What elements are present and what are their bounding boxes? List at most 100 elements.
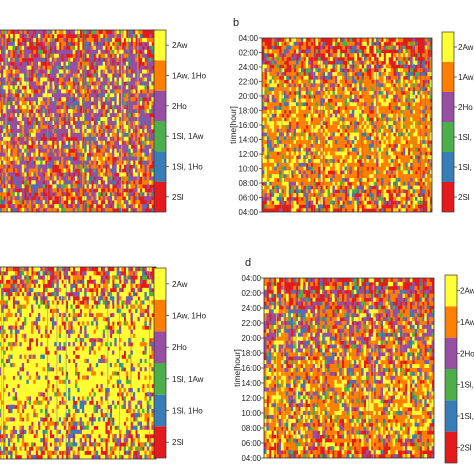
data-cell [339, 98, 343, 103]
data-cell [281, 98, 285, 103]
data-cell [77, 49, 81, 55]
data-streak [26, 30, 28, 212]
data-cell [281, 166, 285, 171]
data-cell [137, 30, 141, 35]
data-cell [10, 168, 13, 173]
data-cell [61, 188, 64, 193]
data-cell [296, 113, 299, 118]
data-cell [359, 53, 362, 58]
data-cell [317, 83, 321, 88]
data-cell [54, 33, 57, 39]
data-cell [281, 181, 285, 186]
data-cell [279, 41, 282, 46]
data-cell [130, 160, 134, 165]
data-cell [266, 117, 270, 122]
data-cell [10, 140, 13, 146]
data-cell [0, 124, 4, 130]
data-cell [24, 113, 27, 118]
data-cell [359, 75, 362, 81]
data-cell [79, 101, 83, 106]
data-cell [390, 106, 394, 111]
data-cell [109, 140, 113, 146]
data-cell [51, 89, 55, 94]
data-cell [371, 174, 375, 179]
data-cell [135, 208, 138, 212]
data-cell [98, 121, 101, 126]
data-cell [337, 170, 341, 175]
data-cell [400, 109, 404, 115]
data-cell [303, 87, 307, 92]
data-cell [68, 113, 71, 118]
data-cell [63, 73, 67, 78]
data-cell [354, 79, 358, 84]
data-cell [17, 89, 20, 94]
data-cell [286, 94, 290, 99]
data-cell [17, 33, 20, 39]
data-cell [291, 87, 294, 92]
data-cell [65, 57, 69, 63]
data-cell [349, 196, 353, 202]
data-cell [332, 159, 336, 164]
data-cell [351, 75, 355, 81]
data-cell [330, 200, 333, 205]
data-cell [308, 109, 311, 115]
data-cell [364, 72, 367, 77]
data-cell [410, 121, 413, 126]
data-cell [281, 94, 285, 99]
data-cell [371, 64, 375, 69]
data-cell [339, 193, 343, 198]
data-cell [24, 93, 27, 98]
data-cell [118, 49, 122, 55]
data-cell [410, 132, 413, 137]
data-cell [132, 93, 136, 98]
data-cell [410, 136, 413, 141]
data-cell [368, 140, 372, 145]
data-cell [132, 124, 136, 130]
data-cell [412, 151, 416, 156]
data-cell [56, 53, 60, 59]
data-cell [281, 136, 285, 141]
data-cell [132, 37, 136, 43]
data-cell [125, 204, 129, 209]
data-cell [305, 204, 309, 209]
data-cell [51, 176, 55, 181]
data-cell [149, 204, 152, 209]
data-cell [79, 176, 83, 181]
data-cell [86, 85, 90, 90]
data-cell [37, 93, 41, 98]
data-cell [51, 148, 55, 154]
data-cell [359, 151, 362, 156]
data-cell [398, 121, 401, 126]
data-cell [151, 144, 155, 150]
data-cell [105, 101, 108, 106]
data-cell [325, 83, 328, 88]
data-cell [109, 109, 113, 114]
data-cell [274, 75, 277, 81]
data-cell [118, 128, 122, 134]
data-cell [7, 41, 11, 47]
data-cell [47, 132, 50, 138]
data-cell [75, 208, 78, 212]
data-cell [116, 101, 120, 106]
data-cell [349, 79, 353, 84]
data-cell [14, 41, 18, 47]
data-cell [266, 56, 270, 62]
data-cell [293, 38, 297, 43]
data-cell [118, 81, 122, 86]
data-cell [7, 49, 11, 55]
data-cell [54, 77, 57, 82]
data-cell [72, 113, 76, 118]
data-cell [281, 185, 285, 190]
data-cell [393, 140, 396, 145]
data-cell [146, 109, 150, 114]
data-cell [112, 132, 115, 138]
data-cell [28, 53, 32, 59]
data-cell [144, 105, 148, 110]
data-cell [395, 106, 399, 111]
legend-swatch [154, 121, 166, 152]
data-cell [317, 87, 321, 92]
data-cell [63, 113, 67, 118]
data-cell [269, 155, 273, 160]
data-cell [68, 204, 71, 209]
data-cell [390, 162, 394, 168]
